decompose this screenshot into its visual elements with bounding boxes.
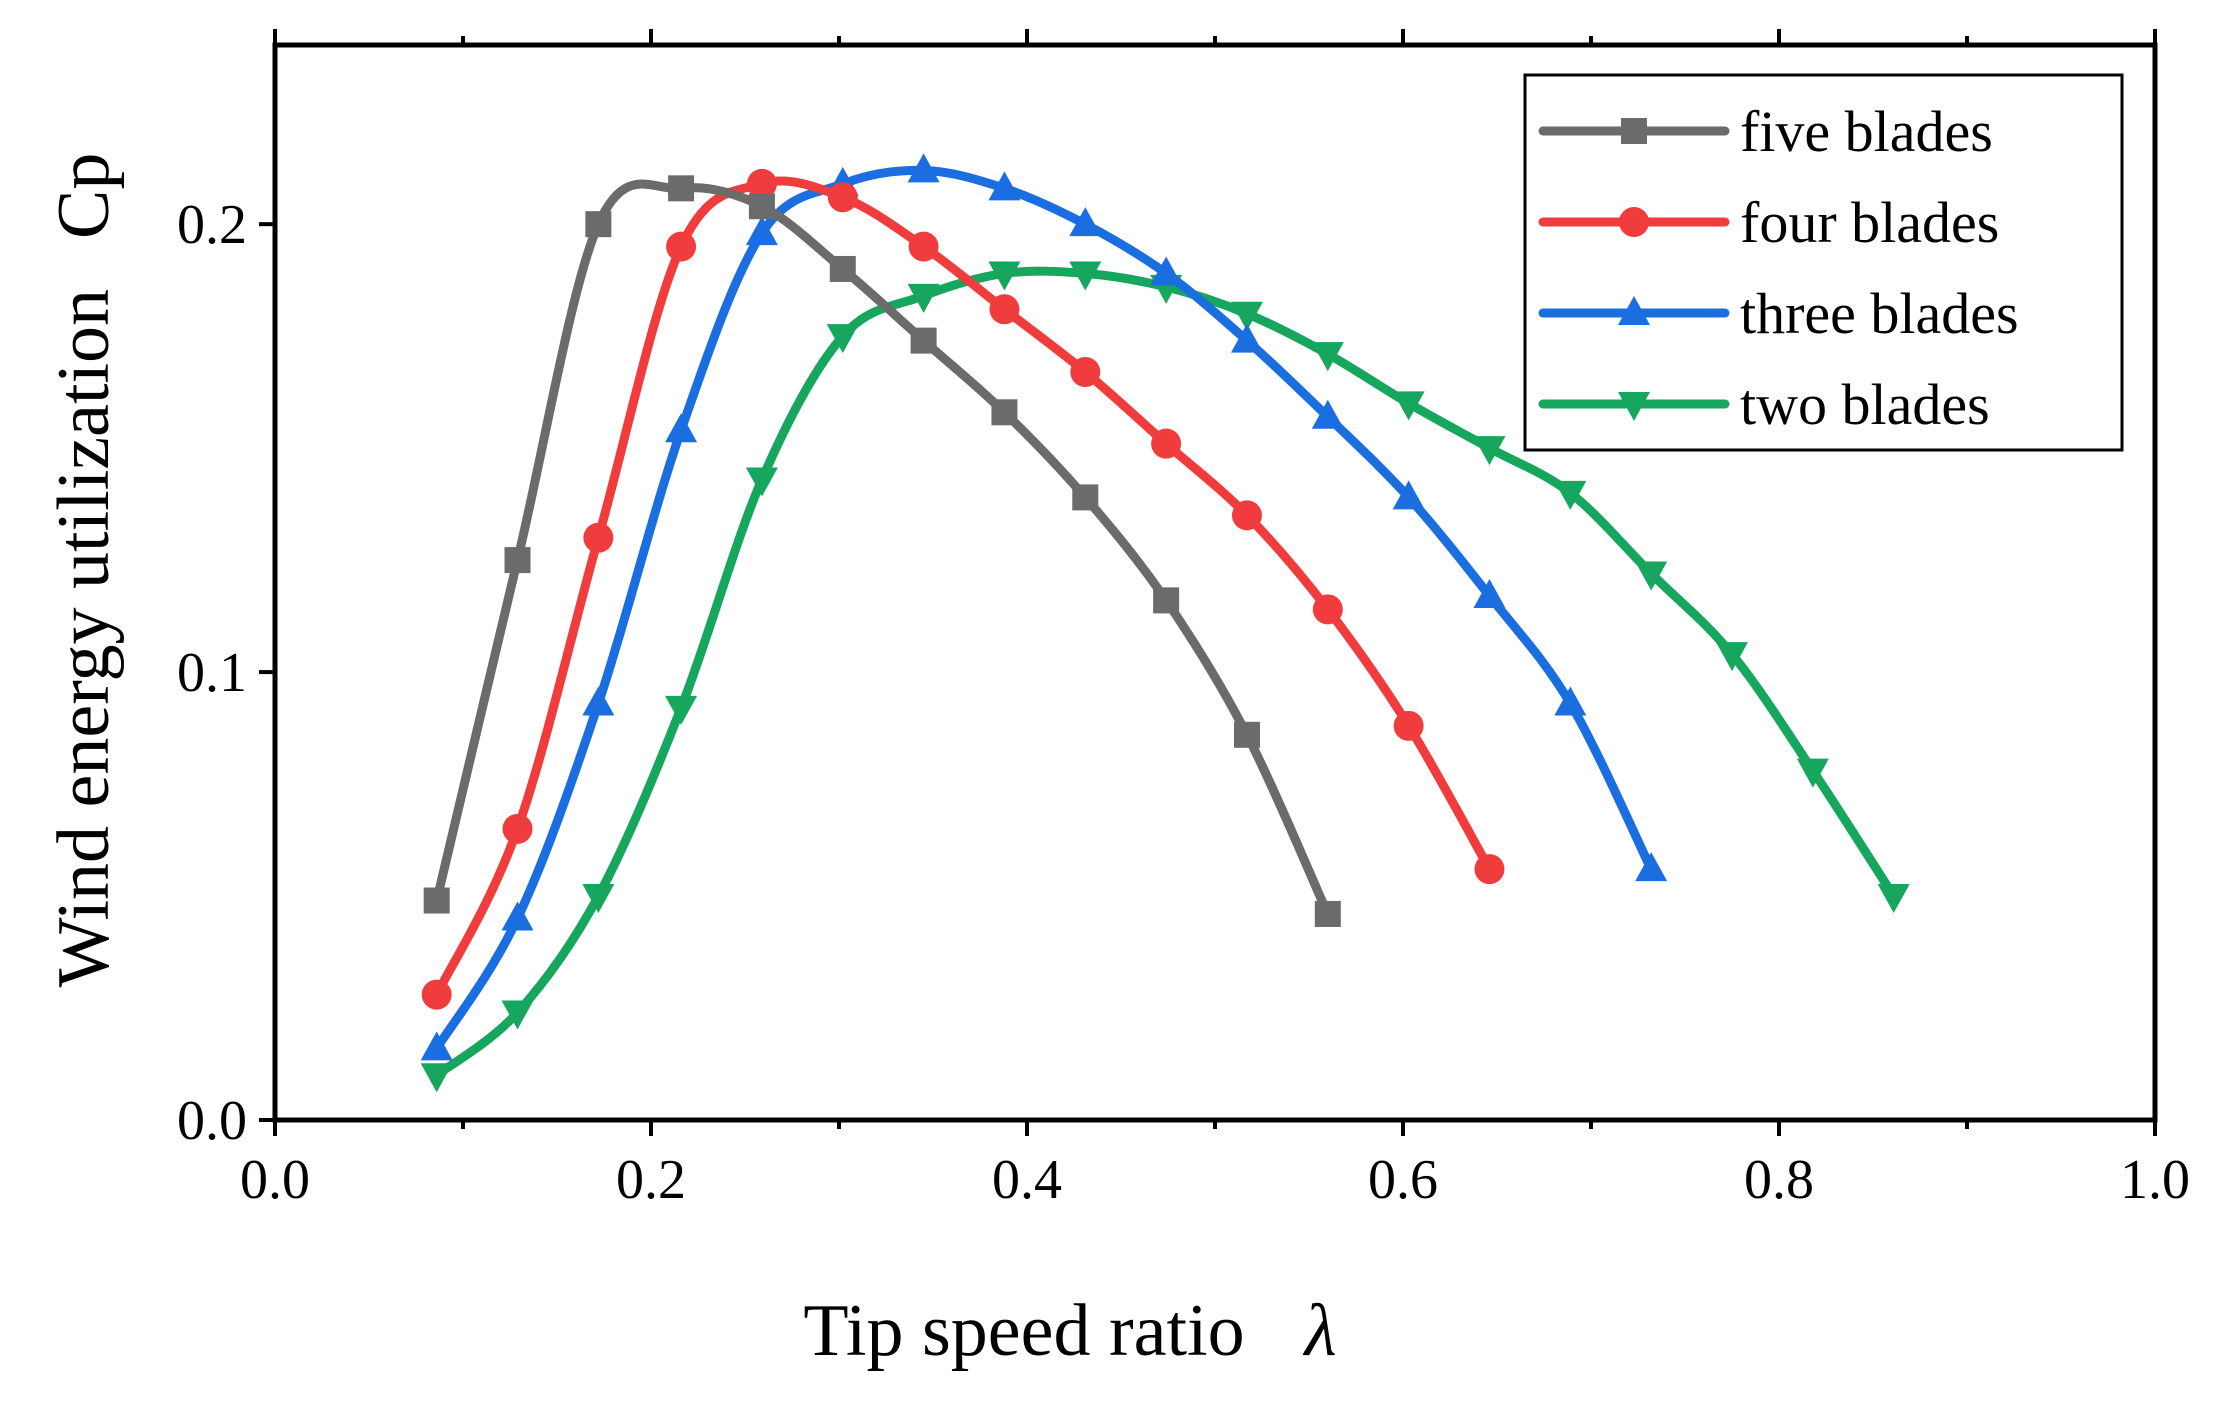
data-point (908, 231, 939, 262)
data-point (1392, 480, 1425, 510)
data-point (1635, 561, 1668, 591)
data-point (1072, 484, 1099, 511)
x-axis-title-text: Tip speed ratio (803, 1290, 1244, 1372)
data-point (420, 1031, 453, 1061)
y-tick-label: 0.0 (177, 1090, 247, 1152)
series-five-blades (423, 175, 1341, 927)
data-point (582, 686, 615, 716)
legend-swatch-marker (1619, 207, 1649, 237)
data-point (1474, 854, 1505, 885)
legend-label: four blades (1740, 190, 1999, 255)
data-point (1069, 207, 1102, 237)
data-point (1230, 323, 1263, 353)
data-point (1311, 399, 1344, 429)
data-point (1069, 261, 1102, 291)
data-point (1153, 587, 1180, 614)
legend-swatch-marker (1621, 118, 1647, 144)
data-point (1311, 342, 1344, 372)
x-tick-label: 0.0 (240, 1149, 310, 1211)
y-axis-title-symbol: Cp (43, 153, 125, 239)
data-point (668, 175, 695, 202)
data-point (421, 979, 452, 1010)
legend-swatch-marker (1618, 296, 1650, 325)
plot-area (420, 153, 1910, 1093)
x-tick-label: 0.6 (1368, 1149, 1438, 1211)
data-point (504, 547, 531, 574)
data-point (665, 695, 698, 725)
series-line (432, 165, 1656, 1053)
data-point (1554, 686, 1587, 716)
data-point (420, 1063, 453, 1093)
y-axis-title-text: Wind energy utilization (43, 289, 125, 987)
data-point (1070, 356, 1101, 387)
data-point (502, 813, 533, 844)
data-point (1393, 710, 1424, 741)
data-point (826, 324, 859, 354)
data-point (1312, 594, 1343, 625)
data-point (989, 294, 1020, 325)
axis-titles: Tip speed ratio λ Wind energy utilization… (43, 153, 1337, 1372)
data-point (1473, 578, 1506, 608)
data-point (1554, 480, 1587, 510)
x-axis-title-symbol: λ (1303, 1290, 1337, 1372)
series-line (432, 176, 1494, 1000)
series-four-blades (421, 168, 1505, 1010)
data-point (666, 231, 697, 262)
data-point (988, 171, 1021, 201)
y-axis-title: Wind energy utilization Cp (43, 153, 125, 988)
data-point (827, 182, 858, 213)
legend-label: three blades (1740, 281, 2019, 346)
legend-item: five blades (1538, 99, 1993, 164)
data-point (1231, 500, 1262, 531)
y-tick-label: 0.1 (177, 642, 247, 704)
data-point (991, 399, 1018, 426)
legend-label: five blades (1740, 99, 1993, 164)
data-point (748, 193, 775, 220)
data-point (501, 1000, 534, 1030)
data-point (582, 884, 615, 914)
data-point (745, 467, 778, 497)
x-tick-label: 0.4 (992, 1149, 1062, 1211)
data-point (585, 211, 612, 238)
data-point (1150, 256, 1183, 286)
data-point (1233, 721, 1260, 748)
y-tick-label: 0.2 (177, 194, 247, 256)
data-point (1877, 884, 1910, 914)
data-point (583, 522, 614, 553)
data-point (1314, 900, 1341, 927)
data-point (1392, 391, 1425, 421)
data-point (1796, 758, 1829, 788)
data-point (988, 261, 1021, 291)
data-point (910, 327, 937, 354)
legend: five blades four blades three blades two bl… (1523, 73, 2124, 452)
legend-item: three blades (1538, 281, 2019, 346)
series-three-blades (420, 153, 1668, 1061)
data-point (907, 283, 940, 313)
data-point (745, 216, 778, 246)
data-point (1151, 428, 1182, 459)
axes: 0.0 0.2 0.4 0.6 0.8 1.0 0.0 0.1 0.2 (177, 29, 2190, 1211)
x-tick-label: 0.2 (616, 1149, 686, 1211)
x-tick-label: 0.8 (1744, 1149, 1814, 1211)
legend-item: two blades (1538, 372, 1990, 437)
data-point (1716, 642, 1748, 672)
data-point (829, 255, 856, 282)
legend-label: two blades (1740, 372, 1990, 437)
legend-item: four blades (1538, 190, 1999, 255)
data-point (746, 168, 777, 199)
x-tick-label: 1.0 (2120, 1149, 2190, 1211)
data-point (501, 901, 534, 931)
data-point (1473, 436, 1506, 466)
data-point (665, 413, 698, 443)
data-point (423, 887, 450, 914)
x-axis-title: Tip speed ratio λ (803, 1290, 1336, 1372)
series-line (432, 266, 1899, 1080)
data-point (907, 153, 940, 183)
series-two-blades (420, 261, 1910, 1093)
legend-swatch-marker (1618, 392, 1650, 421)
data-point (1230, 301, 1263, 331)
data-point (1635, 852, 1668, 882)
